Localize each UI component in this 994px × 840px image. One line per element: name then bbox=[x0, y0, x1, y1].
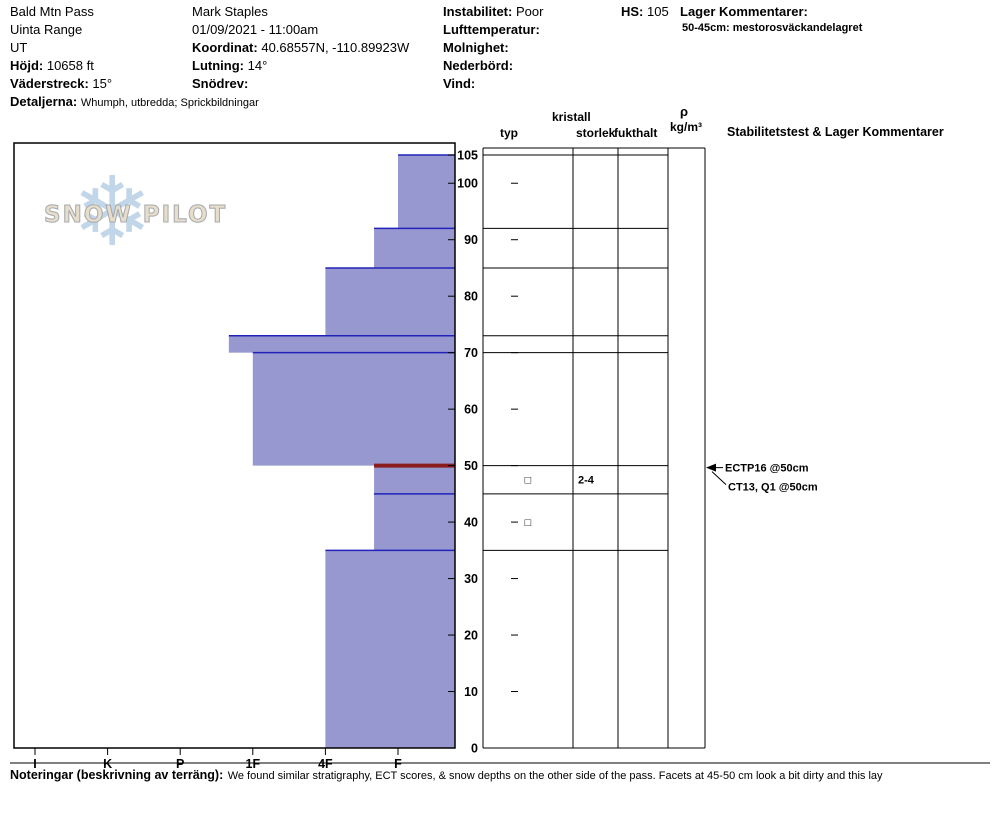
layer-comments-label: Lager Kommentarer: bbox=[680, 4, 808, 19]
header-col-layer-comments: Lager Kommentarer: 50-45cm: mestorosväck… bbox=[680, 4, 862, 40]
col-header-density-unit: kg/m³ bbox=[670, 120, 703, 134]
crystal-grid bbox=[482, 147, 706, 749]
snow-height-value: 105 bbox=[647, 4, 669, 19]
air-temperature-label: Lufttemperatur: bbox=[443, 22, 540, 37]
slope-angle-value: 14° bbox=[247, 58, 268, 73]
layer-boundary-lines bbox=[228, 154, 455, 552]
hardness-tick-label: 1F bbox=[246, 757, 261, 771]
profile-plot-border bbox=[13, 142, 456, 749]
hardness-tick-label: F bbox=[394, 757, 402, 771]
hardness-tick-label: I bbox=[33, 757, 36, 771]
air-temperature-field: Lufttemperatur: bbox=[443, 22, 543, 40]
slope-angle-label: Lutning: bbox=[192, 58, 244, 73]
snow-layer-bar bbox=[252, 352, 455, 466]
snow-height-label: HS: bbox=[621, 4, 644, 19]
elevation-label: Höjd: bbox=[10, 58, 44, 73]
sky-cover-field: Molnighet: bbox=[443, 40, 543, 58]
wind-drift-field: Snödrev: bbox=[192, 76, 409, 94]
hardness-tick-label: 4F bbox=[318, 757, 333, 771]
aspect-value: 15° bbox=[92, 76, 113, 91]
depth-tick-label: 50 bbox=[464, 459, 478, 473]
wind-field: Vind: bbox=[443, 76, 543, 94]
facet-grain-symbol: □ bbox=[525, 475, 532, 487]
snow-layer-bar bbox=[374, 465, 455, 494]
hardness-bars bbox=[228, 155, 455, 748]
snow-layer-bar bbox=[228, 335, 455, 353]
hardness-axis: I K P 1F 4F F bbox=[33, 748, 402, 771]
instability-value: Poor bbox=[515, 4, 544, 19]
left-arrow-icon bbox=[706, 463, 716, 472]
snow-height-field: HS: 105 bbox=[621, 4, 669, 22]
snowflake-icon: ❄ bbox=[72, 156, 153, 268]
depth-tick-label: 40 bbox=[464, 516, 478, 530]
depth-tick-label: 0 bbox=[471, 742, 478, 756]
leader-line bbox=[711, 471, 727, 485]
depth-tick-label: 60 bbox=[464, 403, 478, 417]
depth-tick-label: 80 bbox=[464, 290, 478, 304]
notes: Noteringar (beskrivning av terräng): We … bbox=[10, 766, 990, 784]
hardness-tick-label: K bbox=[103, 757, 112, 771]
snow-layer-bar bbox=[374, 493, 455, 551]
snow-layer-bar bbox=[374, 228, 455, 268]
col-header-density-symbol: ρ bbox=[680, 104, 689, 119]
precipitation-field: Nederbörd: bbox=[443, 58, 543, 76]
snow-layer-bar bbox=[325, 267, 455, 336]
depth-tick-label: 100 bbox=[457, 177, 478, 191]
observation-datetime: 01/09/2021 - 11:00am bbox=[192, 22, 319, 37]
aspect-label: Väderstreck: bbox=[10, 76, 89, 91]
observer-name: Mark Staples bbox=[192, 4, 268, 19]
snow-layer-bar bbox=[325, 550, 455, 748]
coordinates-value: 40.68557N, -110.89923W bbox=[261, 40, 410, 55]
state-name: UT bbox=[10, 40, 28, 55]
site-name: Bald Mtn Pass bbox=[10, 4, 94, 19]
depth-tick-label: 20 bbox=[464, 629, 478, 643]
facet-grain-symbol: □ bbox=[525, 517, 532, 529]
snow-layer-bar bbox=[398, 155, 455, 229]
watermark-text: SNOW PILOT bbox=[43, 202, 228, 229]
col-header-crystal-size: storlek bbox=[576, 126, 616, 140]
notes-text: We found similar stratigraphy, ECT score… bbox=[227, 770, 883, 782]
layer-comment-item: 50-45cm: mestorosväckandelagret bbox=[682, 22, 863, 34]
header-col-location: Bald Mtn Pass Uinta Range UT Höjd: 10658… bbox=[10, 4, 259, 112]
details-field: Detaljerna: Whumph, utbredda; Sprickbild… bbox=[10, 94, 259, 112]
header-col-observer: Mark Staples 01/09/2021 - 11:00am Koordi… bbox=[192, 4, 409, 94]
grain-size-value: 2-4 bbox=[578, 475, 595, 487]
details-label: Detaljerna: bbox=[10, 94, 78, 109]
col-header-grain-type: typ bbox=[500, 126, 518, 140]
slope-angle-field: Lutning: 14° bbox=[192, 58, 409, 76]
precipitation-label: Nederbörd: bbox=[443, 58, 514, 73]
coordinates-field: Koordinat: 40.68557N, -110.89923W bbox=[192, 40, 409, 58]
instability-field: Instabilitet: Poor bbox=[443, 4, 543, 22]
aspect-field: Väderstreck: 15° bbox=[10, 76, 259, 94]
coordinates-label: Koordinat: bbox=[192, 40, 258, 55]
instability-label: Instabilitet: bbox=[443, 4, 513, 19]
col-header-stability-comments: Stabilitetstest & Lager Kommentarer bbox=[727, 125, 944, 139]
layer-comments-field: Lager Kommentarer: bbox=[680, 4, 862, 22]
notes-label: Noteringar (beskrivning av terräng): bbox=[10, 768, 224, 782]
depth-tick-label: 70 bbox=[464, 346, 478, 360]
depth-tick-label: 105 bbox=[457, 149, 478, 163]
elevation-field: Höjd: 10658 ft bbox=[10, 58, 259, 76]
col-header-moisture: fukthalt bbox=[614, 126, 658, 140]
depth-tick-label: 90 bbox=[464, 233, 478, 247]
grain-annotations: □ 2-4 □ bbox=[525, 475, 595, 529]
ect-test-label: ECTP16 @50cm bbox=[725, 463, 809, 475]
wind-label: Vind: bbox=[443, 76, 476, 91]
range-name: Uinta Range bbox=[10, 22, 83, 37]
sky-cover-label: Molnighet: bbox=[443, 40, 509, 55]
col-header-crystal: kristall bbox=[552, 110, 591, 124]
wind-drift-label: Snödrev: bbox=[192, 76, 249, 91]
depth-tick-label: 30 bbox=[464, 572, 478, 586]
hardness-tick-label: P bbox=[176, 757, 184, 771]
ct-test-label: CT13, Q1 @50cm bbox=[728, 482, 818, 494]
header-col-conditions: Instabilitet: Poor Lufttemperatur: Molni… bbox=[443, 4, 543, 94]
header-col-hs: HS: 105 bbox=[621, 4, 669, 22]
elevation-value: 10658 ft bbox=[46, 58, 94, 73]
snowpilot-watermark: ❄ SNOW PILOT bbox=[42, 164, 242, 282]
depth-tick-label: 10 bbox=[464, 685, 478, 699]
depth-axis: 0 10 20 30 40 50 60 70 80 90 100 105 bbox=[448, 149, 518, 756]
stability-test-annotations: ECTP16 @50cm CT13, Q1 @50cm bbox=[706, 463, 818, 494]
details-value: Whumph, utbredda; Sprickbildningar bbox=[80, 97, 259, 109]
